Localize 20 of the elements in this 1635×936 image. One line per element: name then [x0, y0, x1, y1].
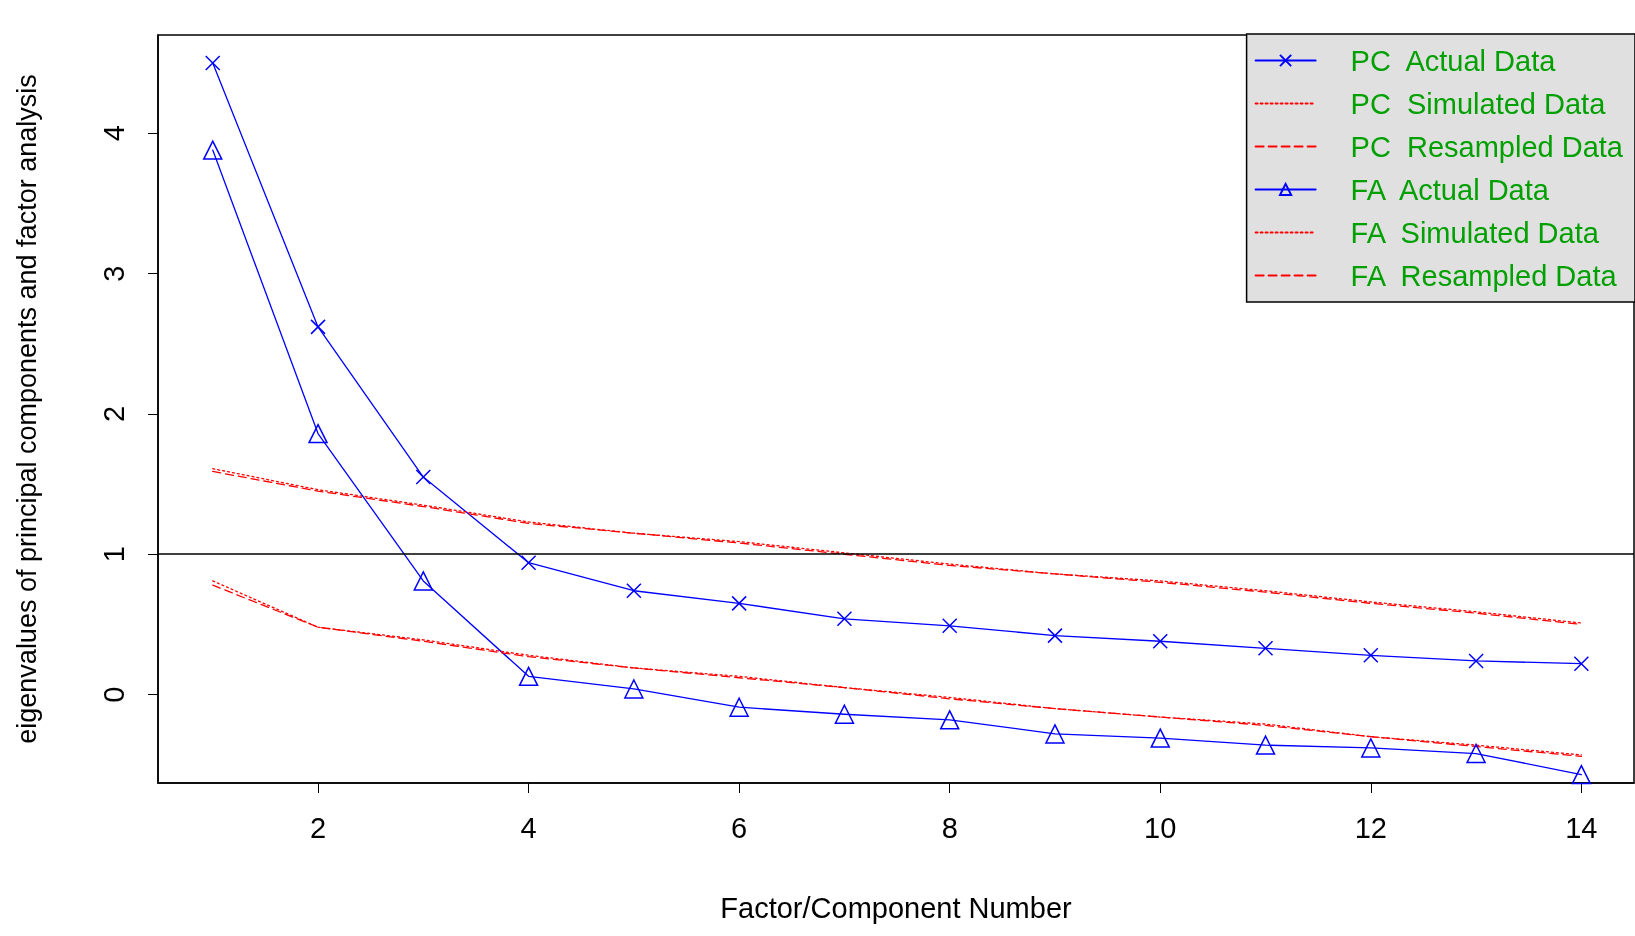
legend-label: FA Actual Data	[1350, 173, 1550, 206]
legend-label: FA Simulated Data	[1350, 216, 1600, 249]
x-tick-label: 2	[309, 811, 327, 844]
x-tick-label: 6	[731, 811, 748, 844]
y-tick-label: 0	[97, 686, 130, 703]
y-tick-label: 2	[97, 405, 130, 422]
legend-label: PC Simulated Data	[1350, 87, 1607, 120]
y-axis-title: eigenvalues of principal components and factor analysis	[11, 74, 42, 744]
x-tick-label: 14	[1565, 811, 1598, 844]
x-tick-label: 4	[520, 811, 537, 844]
x-tick-label: 10	[1144, 811, 1177, 844]
y-tick-label: 3	[97, 265, 130, 282]
legend-label: FA Resampled Data	[1350, 259, 1618, 292]
legend-label: PC Actual Data	[1350, 44, 1557, 77]
x-tick-label: 8	[941, 811, 958, 844]
x-axis-title: Factor/Component Number	[720, 891, 1073, 924]
y-tick-label: 4	[97, 125, 130, 142]
x-tick-label: 12	[1354, 811, 1387, 844]
y-tick-label: 1	[97, 546, 130, 563]
legend-label: PC Resampled Data	[1350, 130, 1624, 163]
